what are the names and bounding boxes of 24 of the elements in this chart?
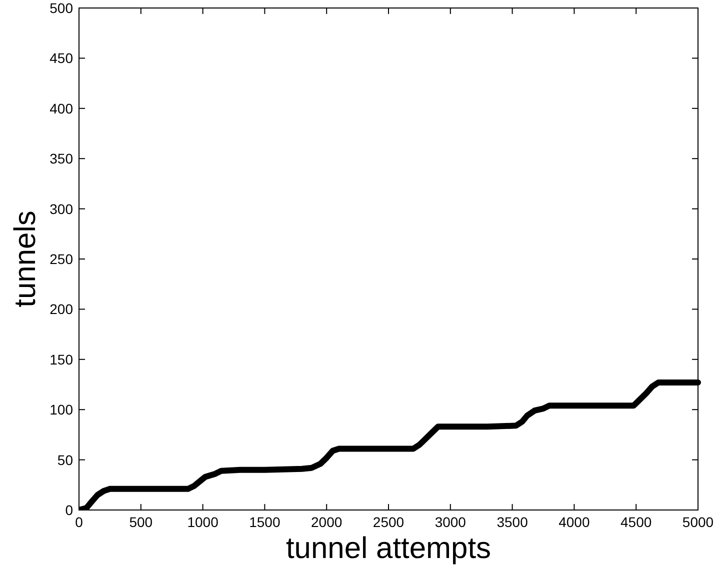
x-tick-label: 5000 (682, 514, 714, 530)
x-tick-label: 0 (75, 514, 84, 530)
y-tick-label: 50 (57, 452, 74, 468)
y-tick-label: 250 (50, 251, 74, 267)
x-tick-label: 1000 (187, 514, 219, 530)
y-tick-label: 150 (50, 351, 74, 368)
x-tick-label: 3500 (496, 514, 528, 530)
y-tick-label: 500 (50, 0, 74, 16)
x-tick-label: 4000 (558, 514, 590, 530)
x-tick-label: 3000 (434, 514, 466, 530)
y-tick-label: 350 (50, 150, 74, 167)
x-tick-label: 2000 (311, 514, 342, 530)
y-tick-label: 450 (50, 50, 74, 66)
x-tick-label: 1500 (249, 514, 280, 530)
x-axis-title: tunnel attempts (286, 532, 492, 565)
y-tick-label: 400 (50, 100, 74, 116)
y-tick-label: 300 (50, 200, 74, 217)
y-tick-label: 100 (50, 402, 74, 418)
y-tick-label: 0 (65, 502, 74, 518)
y-axis-title: tunnels (9, 210, 42, 308)
x-tick-label: 500 (129, 514, 153, 530)
x-tick-label: 4500 (620, 514, 652, 530)
x-tick-label: 2500 (372, 514, 404, 530)
y-tick-label: 200 (50, 301, 74, 318)
